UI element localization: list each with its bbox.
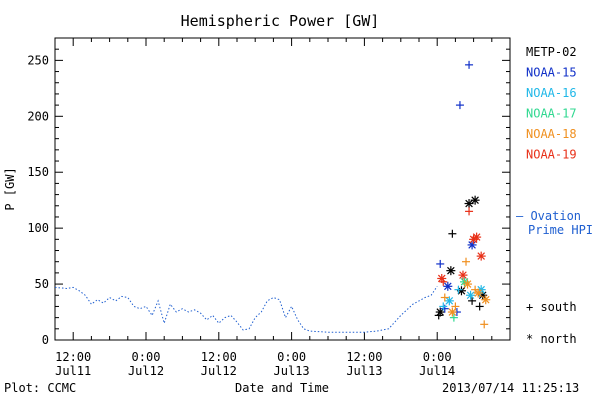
legend-satellite-label: NOAA-17 <box>526 107 577 121</box>
south-marker <box>462 257 471 266</box>
south-marker <box>465 207 474 216</box>
x-tick-label-date: Jul12 <box>201 364 237 378</box>
y-tick-label: 100 <box>27 221 49 235</box>
north-marker <box>443 281 453 291</box>
y-axis-ticks: 0 50 100 150 200 250 <box>27 37 510 347</box>
y-tick-label: 50 <box>35 277 49 291</box>
legend: — Ovation Prime HPI + south * north METP… <box>516 45 593 346</box>
south-marker <box>440 293 449 302</box>
south-marker <box>436 259 445 268</box>
legend-south-marker: + south <box>526 300 577 314</box>
footer-left: Plot: CCMC <box>4 381 76 395</box>
north-marker-d2 <box>465 199 473 208</box>
north-marker-d2 <box>474 289 482 297</box>
y-tick-label: 150 <box>27 165 49 179</box>
north-marker-d2 <box>444 282 452 291</box>
south-marker <box>455 101 464 110</box>
north-marker <box>447 307 457 317</box>
x-tick-label-date: Jul14 <box>419 364 455 378</box>
x-tick-label-date: Jul11 <box>55 364 91 378</box>
x-tick-label-date: Jul13 <box>274 364 310 378</box>
y-tick-label: 250 <box>27 53 49 67</box>
legend-ovation-line1: — Ovation <box>516 209 581 223</box>
north-marker-d2 <box>447 266 455 275</box>
x-tick-label-date: Jul13 <box>346 364 382 378</box>
x-tick-label-time: 0:00 <box>132 350 161 364</box>
south-marker <box>439 302 448 311</box>
south-marker <box>449 313 458 322</box>
south-marker <box>465 60 474 69</box>
south-marker <box>454 285 463 294</box>
satellite-series <box>434 60 491 329</box>
north-marker-d2 <box>481 295 490 304</box>
south-marker <box>480 320 489 329</box>
x-axis-label: Date and Time <box>235 381 329 395</box>
north-marker <box>476 251 486 261</box>
north-marker-d2 <box>436 308 445 316</box>
y-axis-label: P [GW] <box>3 167 17 210</box>
north-marker-d2 <box>463 280 472 288</box>
plot-frame <box>54 37 511 341</box>
north-marker-d2 <box>459 271 467 279</box>
legend-satellite-label: NOAA-18 <box>526 127 577 141</box>
north-marker <box>446 266 456 276</box>
y-tick-label: 200 <box>27 109 49 123</box>
north-marker <box>444 296 454 306</box>
x-tick-label-date: Jul12 <box>128 364 164 378</box>
legend-satellite-label: METP-02 <box>526 45 577 59</box>
south-marker <box>475 302 484 311</box>
north-marker-d2 <box>457 286 466 295</box>
north-marker <box>458 270 468 280</box>
north-marker-d2 <box>437 274 446 283</box>
north-marker-d2 <box>471 196 479 204</box>
north-marker <box>467 240 477 250</box>
x-tick-label-time: 0:00 <box>277 350 306 364</box>
north-marker-d2 <box>478 291 487 300</box>
north-marker-d2 <box>448 308 457 316</box>
north-marker-d2 <box>472 233 481 241</box>
north-marker <box>481 295 491 305</box>
north-marker <box>464 199 474 209</box>
north-marker <box>473 288 483 298</box>
north-marker-d2 <box>468 241 476 249</box>
x-tick-label-time: 12:00 <box>201 350 237 364</box>
north-marker <box>466 290 476 300</box>
north-marker <box>470 195 480 205</box>
north-marker-d2 <box>477 252 485 260</box>
south-marker <box>448 229 457 238</box>
north-marker <box>437 273 447 283</box>
y-tick-label: 0 <box>42 333 49 347</box>
legend-satellite-label: NOAA-16 <box>526 86 577 100</box>
north-marker-d2 <box>445 297 454 305</box>
x-tick-label-time: 0:00 <box>423 350 452 364</box>
south-marker <box>468 296 477 305</box>
legend-satellite-label: NOAA-19 <box>526 148 577 162</box>
legend-satellite-label: NOAA-15 <box>526 66 577 80</box>
legend-north-marker: * north <box>526 332 577 346</box>
ovation-series <box>54 286 438 333</box>
north-marker-d2 <box>466 291 475 300</box>
north-marker <box>472 232 482 242</box>
legend-ovation-line2: Prime HPI <box>528 223 593 237</box>
footer-right: 2013/07/14 11:25:13 <box>442 381 579 395</box>
north-marker <box>435 307 445 317</box>
x-tick-label-time: 12:00 <box>346 350 382 364</box>
chart-title: Hemispheric Power [GW] <box>181 12 380 30</box>
x-tick-label-time: 12:00 <box>55 350 91 364</box>
x-axis-ticks: 12:00Jul110:00Jul1212:00Jul120:00Jul1312… <box>54 38 511 378</box>
ovation-line <box>54 286 438 333</box>
north-marker <box>463 279 473 289</box>
